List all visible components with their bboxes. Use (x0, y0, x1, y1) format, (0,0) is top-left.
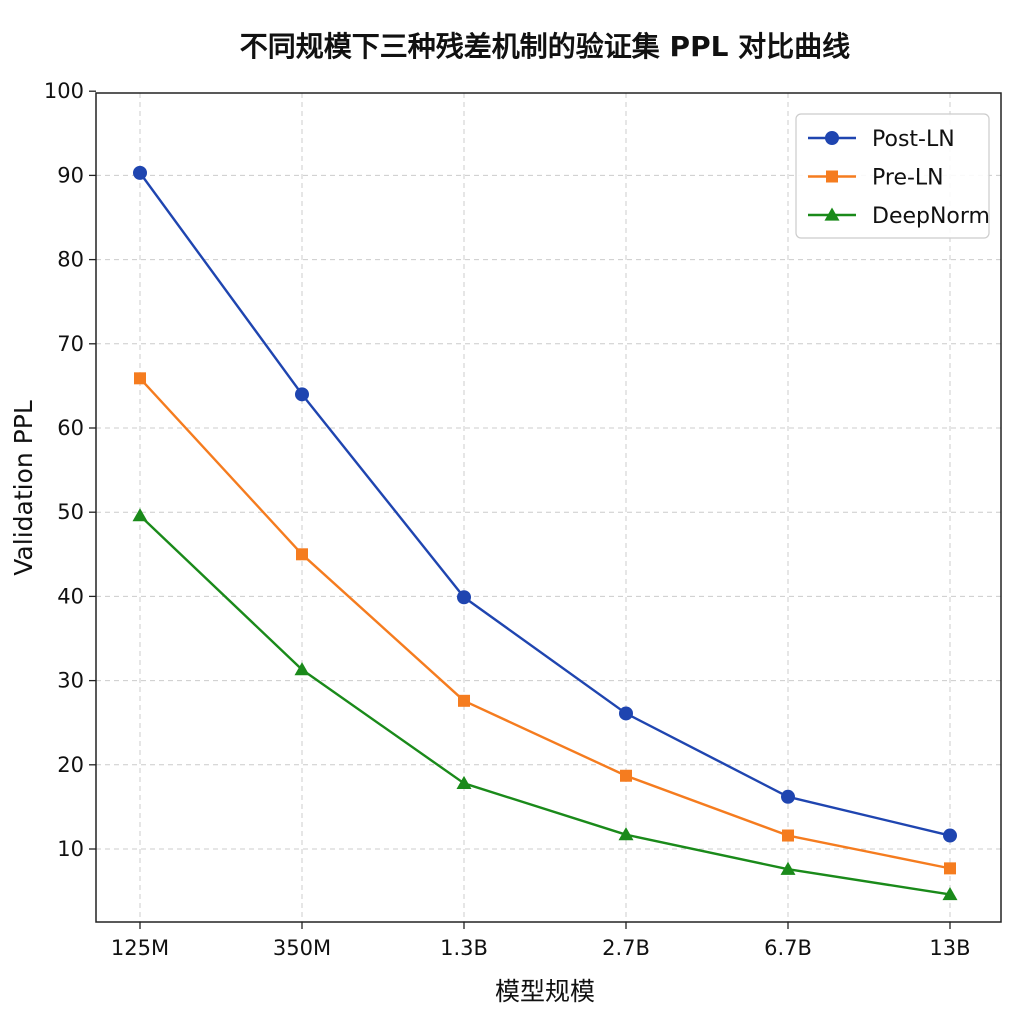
series-pre-ln (134, 372, 956, 875)
legend-swatch-marker (825, 131, 839, 145)
legend-item-pre-ln: Pre-LN (808, 166, 944, 191)
series-layer (132, 165, 958, 901)
data-point-post-ln (457, 590, 471, 605)
x-tick-label: 350M (273, 936, 331, 960)
data-point-deepnorm (132, 508, 148, 522)
data-point-pre-ln (782, 829, 794, 842)
legend: Post-LN Pre-LN DeepNorm (795, 113, 990, 239)
y-axis: 10 20 30 40 50 60 70 80 90 100 (44, 79, 96, 861)
y-tick-label: 20 (57, 753, 84, 777)
grid (96, 93, 1001, 922)
x-axis-label: 模型规模 (495, 977, 595, 1006)
x-tick-label: 2.7B (602, 936, 650, 960)
data-point-post-ln (781, 789, 795, 804)
series-post-ln (133, 165, 957, 843)
y-tick-label: 80 (57, 248, 84, 272)
series-deepnorm (132, 508, 958, 901)
x-tick-label: 6.7B (764, 936, 812, 960)
chart-title: 不同规模下三种残差机制的验证集 PPL 对比曲线 (240, 30, 850, 63)
data-point-deepnorm (780, 861, 796, 875)
x-tick-label: 1.3B (440, 936, 488, 960)
data-point-post-ln (133, 165, 147, 180)
y-tick-label: 10 (57, 837, 84, 861)
y-tick-label: 40 (57, 584, 84, 608)
data-point-pre-ln (458, 694, 470, 707)
data-point-pre-ln (620, 769, 632, 782)
legend-label: Post-LN (872, 127, 955, 152)
legend-items: Post-LN Pre-LN DeepNorm (808, 127, 990, 229)
data-point-deepnorm (618, 827, 634, 841)
data-point-deepnorm (294, 662, 310, 676)
legend-item-deepnorm: DeepNorm (808, 204, 990, 229)
y-tick-label: 70 (57, 332, 84, 356)
y-tick-label: 30 (57, 669, 84, 693)
y-axis-label: Validation PPL (9, 400, 38, 576)
y-tick-label: 60 (57, 416, 84, 440)
legend-box (795, 113, 990, 239)
y-tick-label: 50 (57, 500, 84, 524)
data-point-pre-ln (296, 548, 308, 561)
legend-item-post-ln: Post-LN (808, 127, 955, 152)
legend-swatch-marker (824, 207, 840, 221)
series-line-pre-ln (139, 377, 951, 870)
x-axis: 125M 350M 1.3B 2.7B 6.7B 13B (111, 922, 971, 960)
data-point-post-ln (943, 828, 957, 843)
series-line-deepnorm (139, 514, 951, 896)
x-tick-label: 13B (929, 936, 970, 960)
data-point-deepnorm (942, 886, 958, 901)
data-point-pre-ln (944, 862, 956, 875)
data-point-post-ln (619, 706, 633, 721)
legend-label: Pre-LN (872, 166, 944, 191)
data-point-pre-ln (134, 372, 146, 385)
x-tick-label: 125M (111, 936, 169, 960)
data-point-post-ln (295, 387, 309, 402)
series-line-post-ln (139, 172, 951, 837)
data-point-deepnorm (456, 775, 472, 789)
plot-frame (95, 92, 1002, 923)
legend-label: DeepNorm (872, 204, 990, 229)
y-tick-label: 90 (57, 163, 84, 187)
y-tick-label: 100 (44, 79, 84, 103)
legend-swatch-marker (826, 170, 838, 183)
